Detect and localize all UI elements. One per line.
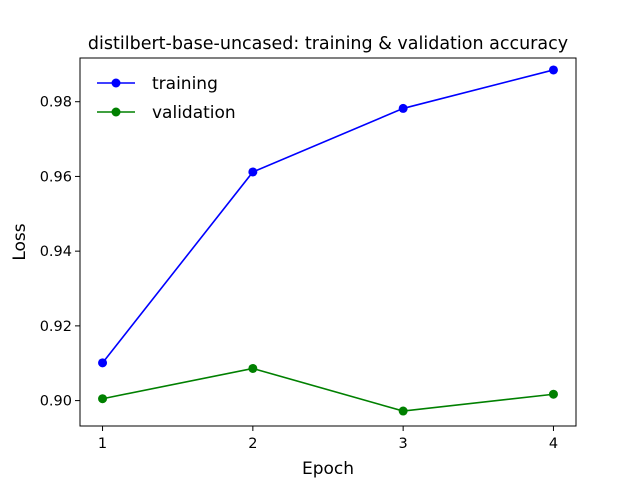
x-tick-label: 3 (399, 436, 408, 452)
series-line-validation (102, 367, 554, 412)
chart-title: distilbert-base-uncased: training & vali… (88, 34, 568, 54)
y-tick-label: 0.96 (40, 169, 72, 185)
y-tick-label: 0.98 (40, 95, 72, 111)
y-tick-label: 0.90 (40, 394, 72, 410)
plot-area (98, 65, 558, 416)
data-point-validation (398, 406, 408, 416)
data-point-training (248, 167, 258, 177)
y-axis-label: Loss (10, 223, 30, 260)
y-axis: 0.90 0.92 0.94 0.96 0.98 (40, 95, 80, 410)
legend-label-training: training (152, 74, 218, 94)
x-tick-label: 1 (98, 436, 107, 452)
x-axis: 1 2 3 4 (98, 426, 558, 452)
x-tick-label: 4 (549, 436, 558, 452)
y-tick-label: 0.92 (40, 319, 72, 335)
y-tick-label: 0.94 (40, 244, 72, 260)
data-point-training (548, 65, 558, 75)
x-axis-label: Epoch (302, 459, 354, 479)
data-point-training (98, 358, 108, 368)
data-point-validation (98, 394, 108, 404)
x-tick-label: 2 (248, 436, 257, 452)
legend-label-validation: validation (152, 103, 236, 123)
data-point-training (398, 103, 408, 113)
legend: training validation (97, 74, 236, 123)
data-point-validation (548, 389, 558, 399)
legend-marker-training (111, 78, 121, 88)
plot-frame (79, 57, 577, 427)
data-point-validation (248, 363, 258, 373)
series-line-training (101, 69, 554, 364)
legend-marker-validation (111, 107, 121, 117)
